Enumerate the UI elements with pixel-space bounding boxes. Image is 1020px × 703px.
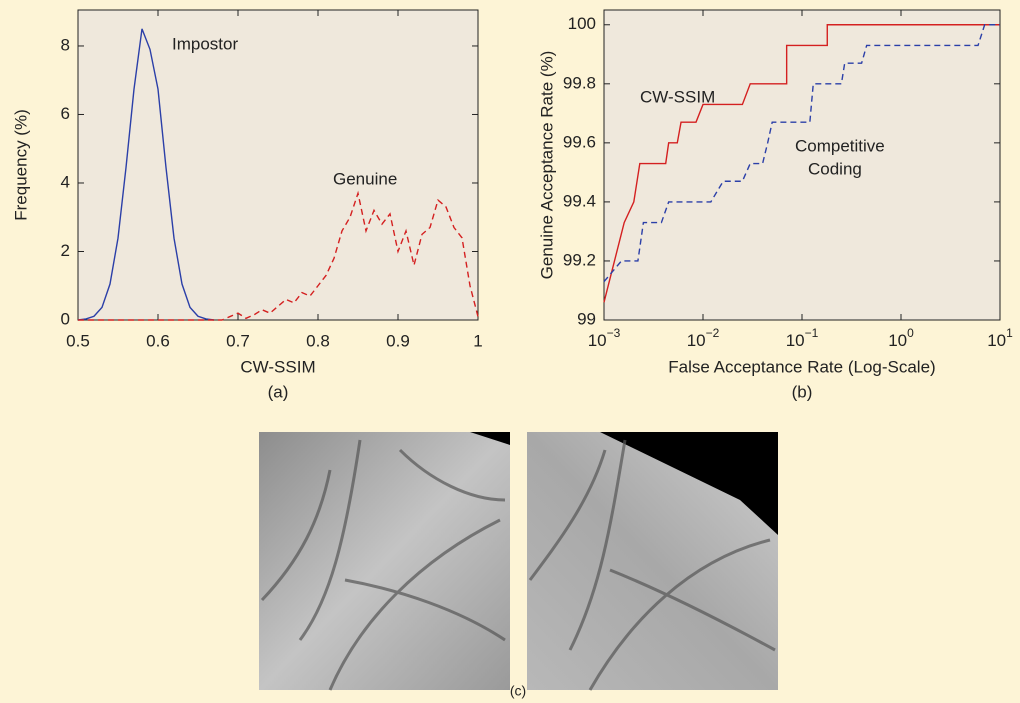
- x-tick-label: 1: [473, 331, 482, 350]
- x-tick-label: 0.6: [146, 331, 170, 350]
- x-tick-label: 101: [987, 326, 1013, 350]
- caption: (c): [510, 683, 526, 699]
- data-line: [78, 190, 479, 321]
- y-tick-label: 4: [61, 172, 70, 191]
- annotation: CW-SSIM: [640, 87, 715, 106]
- data-line: [77, 28, 215, 321]
- y-tick-label: 100: [568, 14, 596, 33]
- y-tick-label: 6: [61, 104, 70, 123]
- y-tick-label: 99.8: [563, 73, 596, 92]
- x-tick-label: 10−2: [687, 326, 720, 350]
- x-tick-label: 0.8: [306, 331, 330, 350]
- palm-image: [259, 432, 510, 691]
- y-tick-label: 99.2: [563, 250, 596, 269]
- x-tick-label: 10−3: [588, 326, 621, 350]
- data-line: [603, 24, 1000, 303]
- annotation: Genuine: [333, 169, 397, 188]
- x-tick-label: 100: [888, 326, 914, 350]
- y-tick-label: 0: [61, 309, 70, 328]
- annotation: Coding: [808, 159, 862, 178]
- y-tick-label: 99.4: [563, 191, 596, 210]
- caption: (a): [268, 382, 289, 401]
- y-axis-label: Genuine Acceptance Rate (%): [537, 51, 556, 280]
- caption: (b): [792, 382, 813, 401]
- data-line: [603, 24, 1000, 283]
- x-tick-label: 0.5: [66, 331, 90, 350]
- x-axis-label: False Acceptance Rate (Log-Scale): [668, 357, 935, 376]
- palm-image: [527, 432, 778, 691]
- annotation: Competitive: [795, 136, 885, 155]
- plot-area: [603, 9, 1001, 321]
- x-tick-label: 10−1: [786, 326, 819, 350]
- plot-area: [77, 9, 479, 321]
- annotation: Impostor: [172, 34, 238, 53]
- y-axis-label: Frequency (%): [11, 109, 30, 220]
- x-tick-label: 0.9: [386, 331, 410, 350]
- y-tick-label: 8: [61, 35, 70, 54]
- y-tick-label: 99.6: [563, 132, 596, 151]
- x-axis-label: CW-SSIM: [240, 357, 315, 376]
- x-tick-label: 0.7: [226, 331, 250, 350]
- y-tick-label: 99: [577, 309, 596, 328]
- y-tick-label: 2: [61, 241, 70, 260]
